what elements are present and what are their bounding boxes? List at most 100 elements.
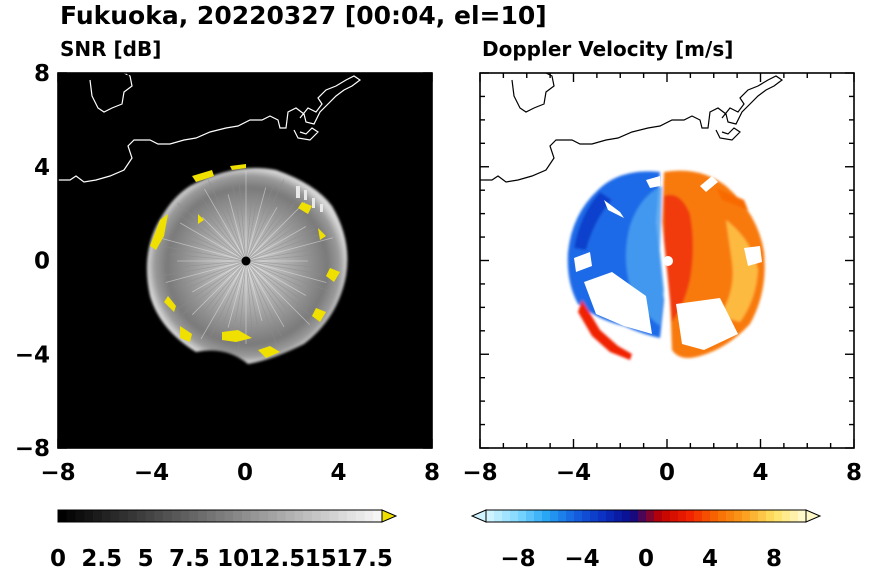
doppler-colorbar-cell <box>566 510 575 522</box>
snr-colorbar-cell <box>338 510 348 522</box>
snr-colorbar: 0 2.5 5 7.5 10 12.5 15 17.5 <box>50 509 398 572</box>
doppler-colorbar-cell <box>726 510 735 522</box>
snr-colorbar-tick-label: 0 <box>50 546 66 570</box>
snr-colorbar-cell <box>215 510 225 522</box>
snr-streak <box>183 231 247 262</box>
doppler-colorbar-cell <box>750 510 759 522</box>
snr-streak <box>182 260 247 315</box>
doppler-colorbar-cell <box>702 510 711 522</box>
doppler-colorbar-cell <box>798 510 807 522</box>
snr-streak <box>200 260 247 340</box>
snr-colorbar-tick-label: 7.5 <box>169 546 210 570</box>
doppler-colorbar-cell <box>494 510 503 522</box>
doppler-colorbar-cell <box>782 510 791 522</box>
snr-streak <box>158 237 247 262</box>
doppler-colorbar-cell <box>638 510 647 522</box>
snr-streak <box>227 260 247 328</box>
snr-colorbar-tick-label: 2.5 <box>81 546 122 570</box>
snr-colorbar-labels: 0 2.5 5 7.5 10 12.5 15 17.5 <box>50 546 393 572</box>
snr-streak <box>245 260 278 346</box>
snr-x-tick-label: 0 <box>237 460 253 486</box>
doppler-colorbar-frame <box>485 509 807 523</box>
snr-colorbar-cell <box>268 510 278 522</box>
snr-streak <box>183 260 247 291</box>
snr-colorbar-cell <box>101 510 111 522</box>
doppler-colorbar-cell <box>662 510 671 522</box>
snr-streak <box>245 249 308 262</box>
doppler-colorbar-extend-max <box>805 509 822 523</box>
snr-streak <box>245 202 296 262</box>
snr-x-tick-label: −8 <box>40 460 75 486</box>
snr-streak <box>245 207 278 262</box>
snr-streak <box>179 222 247 262</box>
snr-streak <box>164 246 247 262</box>
snr-streak <box>245 228 316 262</box>
snr-colorbar-cell <box>75 510 85 522</box>
doppler-colorbar-cell <box>694 510 703 522</box>
snr-streak <box>245 226 306 262</box>
snr-colorbar-tick-label: 5 <box>138 546 154 570</box>
doppler-northeast-strip <box>716 188 748 210</box>
doppler-colorbar-cell <box>790 510 799 522</box>
snr-colorbar-cell <box>355 510 365 522</box>
doppler-colorbar-cell <box>622 510 631 522</box>
doppler-colorbar-cell <box>774 510 783 522</box>
snr-streak <box>176 202 247 262</box>
doppler-receding-core <box>664 194 693 322</box>
snr-x-tick-label: −4 <box>134 460 169 486</box>
snr-streak <box>245 187 267 262</box>
snr-streak <box>165 260 247 283</box>
doppler-axis-ticks <box>479 72 855 449</box>
snr-streak <box>245 260 263 322</box>
snr-colorbar-cell <box>110 510 120 522</box>
snr-streak <box>245 260 315 268</box>
doppler-data-gaps <box>574 176 762 350</box>
snr-y-tick-label: −4 <box>15 342 50 368</box>
snr-streak <box>192 260 247 315</box>
snr-streak <box>245 225 298 262</box>
snr-colorbar-cell <box>320 510 330 522</box>
snr-colorbar-cell <box>136 510 146 522</box>
snr-colorbar-cell <box>346 510 357 522</box>
doppler-receding-outer <box>720 220 758 322</box>
doppler-colorbar-cell <box>574 510 583 522</box>
snr-colorbar-cell <box>224 510 234 522</box>
snr-colorbar-cell <box>66 510 76 522</box>
figure-title: Fukuoka, 20220327 [00:04, el=10] <box>60 1 547 30</box>
doppler-colorbar-cell <box>606 510 615 522</box>
snr-colorbar-cell <box>171 510 181 522</box>
snr-streak <box>245 260 310 325</box>
snr-streak <box>245 260 282 337</box>
snr-streak <box>245 260 253 337</box>
snr-streak <box>245 232 325 262</box>
snr-streak <box>232 186 247 262</box>
snr-colorbar-cell <box>128 510 138 522</box>
snr-streak <box>201 207 247 262</box>
snr-streak <box>192 260 247 293</box>
doppler-colorbar-cell <box>654 510 663 522</box>
snr-y-tick-label: 0 <box>34 249 50 275</box>
doppler-colorbar-cell <box>614 510 623 522</box>
snr-panel: SNR [dB] <box>15 37 440 486</box>
doppler-colorbar-cell <box>502 510 511 522</box>
doppler-colorbar-extend-min <box>470 509 487 523</box>
snr-streak <box>170 254 247 262</box>
snr-colorbar-cell <box>93 510 103 522</box>
doppler-coastline <box>480 73 784 183</box>
doppler-x-tick-label: −8 <box>462 460 497 486</box>
snr-streak <box>245 254 315 262</box>
doppler-x-tick-label: 8 <box>846 460 862 486</box>
snr-colorbar-cell <box>294 510 304 522</box>
snr-colorbar-cell <box>198 510 208 522</box>
doppler-colorbar-tick-label: 0 <box>638 546 654 570</box>
snr-colorbar-cell <box>364 510 374 522</box>
snr-colorbar-cell <box>206 510 217 522</box>
snr-streak <box>245 260 259 330</box>
snr-streak <box>202 198 247 262</box>
doppler-x-tick-label: 4 <box>752 460 768 486</box>
doppler-axis-tick-labels: −8 −4 0 4 8 <box>462 460 862 486</box>
doppler-colorbar-cell <box>510 510 519 522</box>
snr-edge-speckle <box>296 186 323 212</box>
doppler-colorbar-cell <box>742 510 751 522</box>
